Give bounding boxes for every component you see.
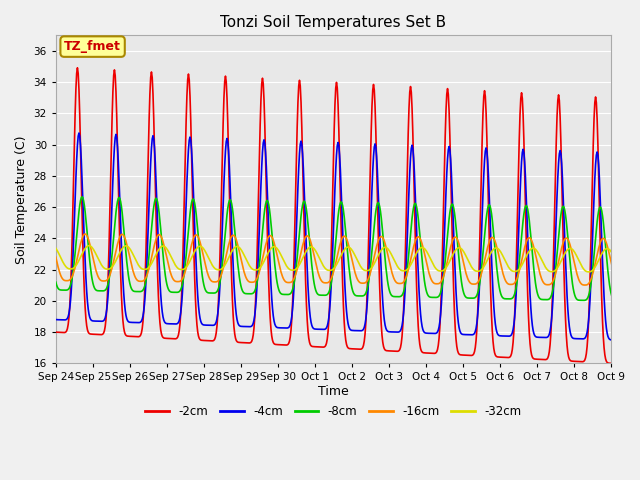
Title: Tonzi Soil Temperatures Set B: Tonzi Soil Temperatures Set B <box>220 15 447 30</box>
Legend: -2cm, -4cm, -8cm, -16cm, -32cm: -2cm, -4cm, -8cm, -16cm, -32cm <box>141 401 526 423</box>
Text: TZ_fmet: TZ_fmet <box>64 40 121 53</box>
X-axis label: Time: Time <box>318 385 349 398</box>
Y-axis label: Soil Temperature (C): Soil Temperature (C) <box>15 135 28 264</box>
